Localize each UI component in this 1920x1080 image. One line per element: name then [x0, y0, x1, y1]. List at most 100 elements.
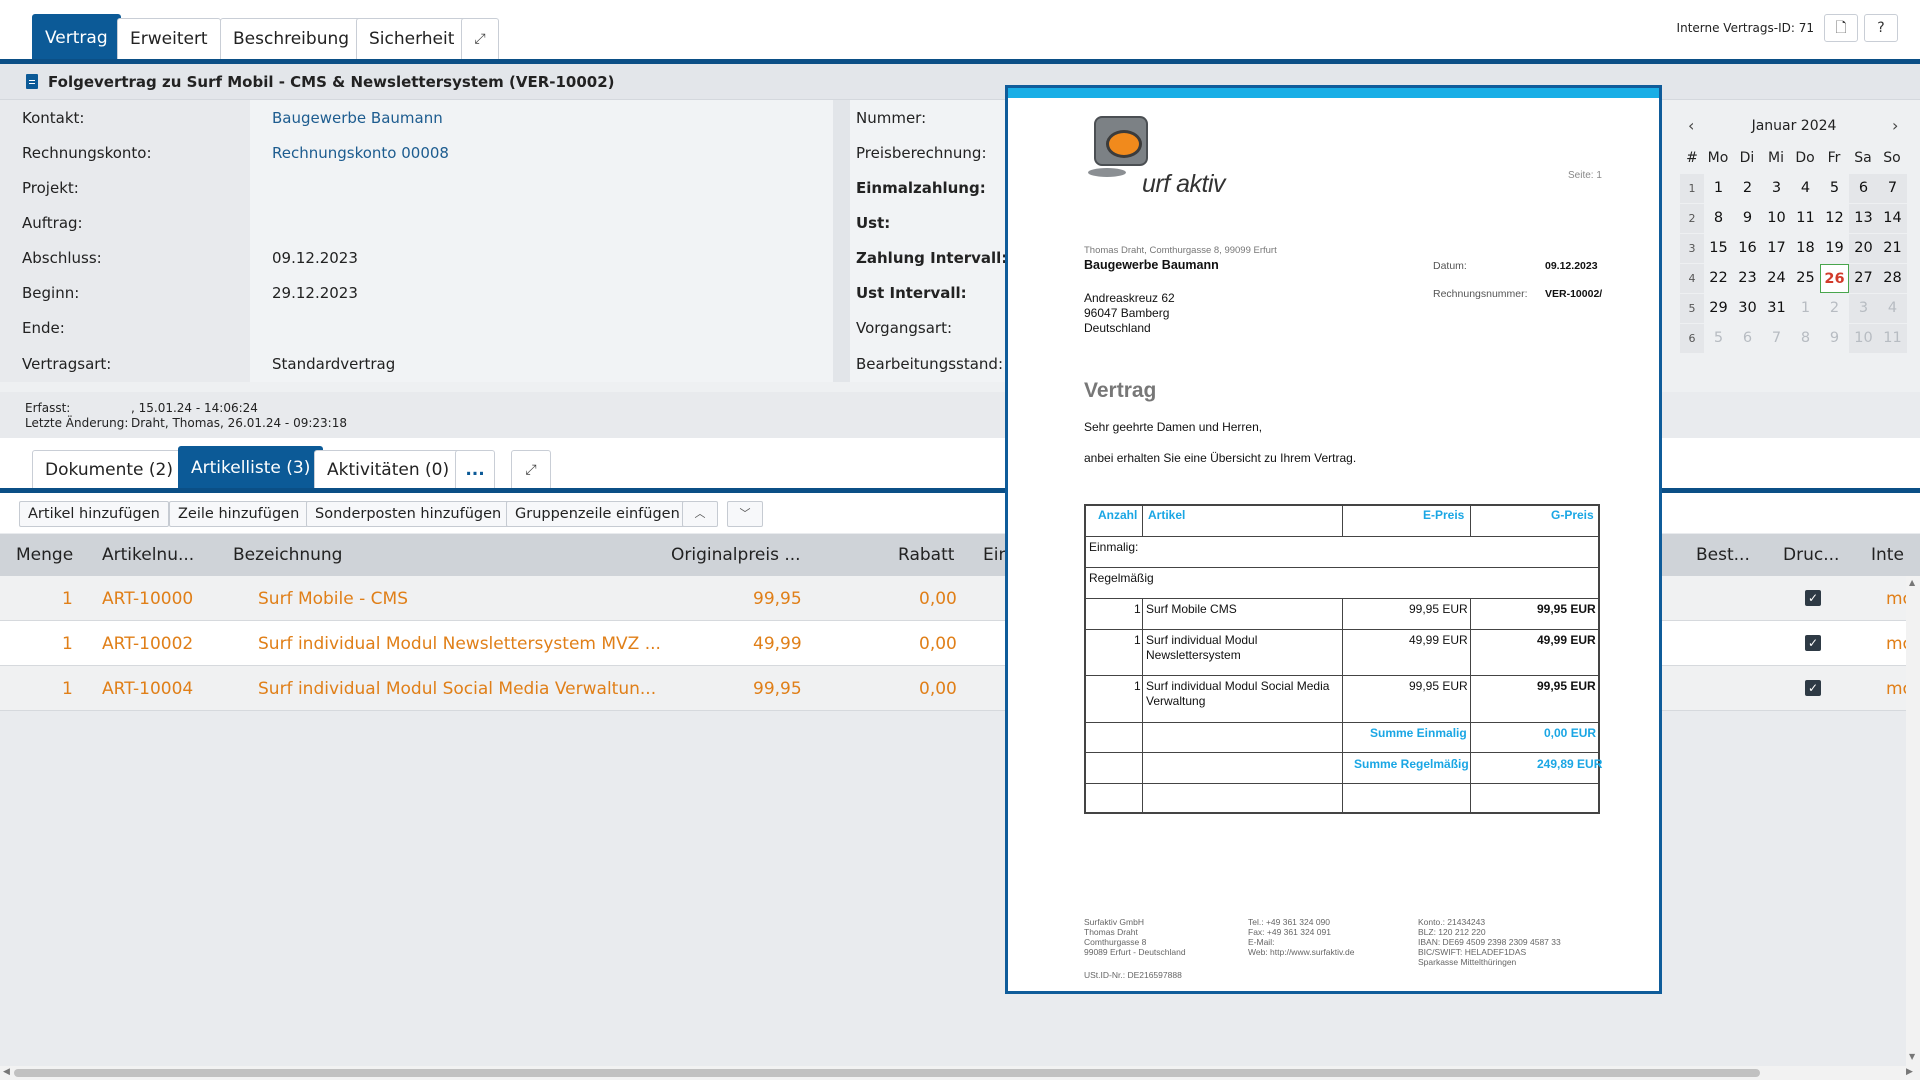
calendar-day[interactable]: 8: [1800, 330, 1811, 346]
calendar-day[interactable]: 28: [1878, 264, 1907, 293]
chevron-up-icon[interactable]: ︿: [682, 501, 718, 527]
calendar-day[interactable]: 6: [1849, 174, 1878, 203]
expand-icon[interactable]: ⤢: [511, 450, 551, 488]
next-month-icon[interactable]: ›: [1892, 116, 1899, 135]
calendar-day-header: Sa: [1854, 150, 1872, 166]
add-special-item-button[interactable]: Sonderposten hinzufügen: [306, 501, 511, 527]
calendar-day[interactable]: 22: [1709, 270, 1728, 286]
calendar-day[interactable]: 29: [1709, 300, 1728, 316]
document-icon[interactable]: 🗋: [1824, 14, 1858, 42]
calendar-day[interactable]: 3: [1771, 180, 1782, 196]
col-einzelpreis[interactable]: Ein: [983, 545, 1010, 565]
calendar-day[interactable]: 2: [1829, 300, 1840, 316]
calendar-day[interactable]: 9: [1742, 210, 1753, 226]
tab-artikelliste[interactable]: Artikelliste (3): [178, 446, 324, 488]
calendar-day[interactable]: 8: [1713, 210, 1724, 226]
erfasst-value: , 15.01.24 - 14:06:24: [131, 401, 258, 415]
tab-beschreibung[interactable]: Beschreibung: [220, 18, 363, 60]
calendar-day[interactable]: 6: [1742, 330, 1753, 346]
calendar-day[interactable]: 11: [1796, 210, 1815, 226]
add-article-button[interactable]: Artikel hinzufügen: [19, 501, 169, 527]
calendar-day[interactable]: 24: [1767, 270, 1786, 286]
cell-artikelnummer[interactable]: ART-10002: [102, 634, 194, 654]
expand-icon[interactable]: ⤢: [461, 18, 499, 60]
tab-dokumente[interactable]: Dokumente (2): [32, 450, 186, 488]
scroll-right-arrow-icon[interactable]: ▶: [1906, 1067, 1913, 1077]
col-bezeichnung[interactable]: Bezeichnung: [233, 545, 343, 565]
calendar-day[interactable]: 10: [1849, 324, 1878, 353]
calendar-day[interactable]: 18: [1796, 240, 1815, 256]
calendar-day[interactable]: 3: [1849, 294, 1878, 323]
calendar-day[interactable]: 7: [1771, 330, 1782, 346]
calendar-day[interactable]: 5: [1713, 330, 1724, 346]
calendar-day[interactable]: 10: [1767, 210, 1786, 226]
calendar-day[interactable]: 30: [1738, 300, 1757, 316]
help-button[interactable]: ?: [1864, 14, 1898, 42]
tab-aktivitaeten[interactable]: Aktivitäten (0): [314, 450, 463, 488]
cell-artikelnummer[interactable]: ART-10004: [102, 679, 194, 699]
print-checkbox[interactable]: ✓: [1805, 635, 1821, 651]
calendar-day[interactable]: 4: [1800, 180, 1811, 196]
col-originalpreis[interactable]: Originalpreis ...: [671, 545, 801, 565]
cell-menge: 1: [62, 679, 73, 699]
calendar-day[interactable]: 16: [1738, 240, 1757, 256]
value-kontakt[interactable]: Baugewerbe Baumann: [272, 109, 443, 127]
print-checkbox[interactable]: ✓: [1805, 590, 1821, 606]
tab-vertrag[interactable]: Vertrag: [32, 14, 121, 60]
calendar-day[interactable]: 7: [1878, 174, 1907, 203]
label-einmalzahlung: Einmalzahlung:: [856, 179, 986, 197]
calendar-day[interactable]: 23: [1738, 270, 1757, 286]
insert-group-row-button[interactable]: Gruppenzeile einfügen: [506, 501, 689, 527]
scroll-up-arrow-icon[interactable]: ▲: [1909, 578, 1916, 587]
calendar-day[interactable]: 17: [1767, 240, 1786, 256]
col-rabatt[interactable]: Rabatt: [898, 545, 955, 565]
scroll-left-arrow-icon[interactable]: ◀: [3, 1067, 10, 1077]
calendar-day[interactable]: 31: [1767, 300, 1786, 316]
col-drucken[interactable]: Druc...: [1783, 545, 1840, 565]
calendar-week-number: 6: [1680, 324, 1704, 353]
tab-erweitert[interactable]: Erweitert: [117, 18, 221, 60]
label-ust-intervall: Ust Intervall:: [856, 284, 967, 302]
label-nummer: Nummer:: [856, 109, 927, 127]
col-bestand[interactable]: Best...: [1696, 545, 1750, 565]
value-rechnungskonto[interactable]: Rechnungskonto 00008: [272, 144, 449, 162]
col-artikelnummer[interactable]: Artikelnu...: [102, 545, 195, 565]
calendar-day[interactable]: 14: [1878, 204, 1907, 233]
pdf-col-epreis: E-Preis: [1423, 508, 1465, 522]
cell-artikelnummer[interactable]: ART-10000: [102, 589, 194, 609]
calendar-day[interactable]: 4: [1878, 294, 1907, 323]
tab-sicherheit[interactable]: Sicherheit: [356, 18, 468, 60]
cell-bezeichnung[interactable]: Surf individual Modul Social Media Verwa…: [258, 679, 657, 699]
cell-rabatt: 0,00: [919, 634, 957, 654]
calendar-day[interactable]: 21: [1878, 234, 1907, 263]
cell-bezeichnung[interactable]: Surf individual Modul Newslettersystem M…: [258, 634, 661, 654]
chevron-down-icon[interactable]: ﹀: [727, 501, 763, 527]
more-tabs-button[interactable]: ...: [455, 450, 495, 488]
print-checkbox[interactable]: ✓: [1805, 680, 1821, 696]
scroll-down-arrow-icon[interactable]: ▼: [1909, 1052, 1916, 1061]
calendar-day[interactable]: 25: [1796, 270, 1815, 286]
calendar-day[interactable]: 26: [1820, 264, 1849, 293]
aenderung-value: Draht, Thomas, 26.01.24 - 09:23:18: [131, 416, 347, 430]
calendar-day[interactable]: 19: [1825, 240, 1844, 256]
cell-bezeichnung[interactable]: Surf Mobile - CMS: [258, 589, 408, 609]
calendar-day[interactable]: 13: [1849, 204, 1878, 233]
calendar-day[interactable]: 1: [1800, 300, 1811, 316]
add-row-button[interactable]: Zeile hinzufügen: [169, 501, 309, 527]
scrollbar-thumb[interactable]: [14, 1069, 1760, 1077]
calendar-day[interactable]: 27: [1849, 264, 1878, 293]
prev-month-icon[interactable]: ‹: [1688, 116, 1695, 135]
calendar-day[interactable]: 9: [1829, 330, 1840, 346]
calendar-day[interactable]: 11: [1878, 324, 1907, 353]
col-intern[interactable]: Inte: [1871, 545, 1904, 565]
col-menge[interactable]: Menge: [16, 545, 74, 565]
calendar-day[interactable]: 15: [1709, 240, 1728, 256]
calendar-day[interactable]: 12: [1825, 210, 1844, 226]
calendar-day[interactable]: 2: [1742, 180, 1753, 196]
horizontal-scrollbar[interactable]: ◀ ▶: [0, 1066, 1920, 1080]
cell-originalpreis: 99,95: [753, 589, 802, 609]
calendar-day[interactable]: 5: [1829, 180, 1840, 196]
calendar-day[interactable]: 1: [1713, 180, 1724, 196]
calendar-day[interactable]: 20: [1849, 234, 1878, 263]
vertical-scrollbar[interactable]: ▲ ▼: [1906, 576, 1920, 1066]
